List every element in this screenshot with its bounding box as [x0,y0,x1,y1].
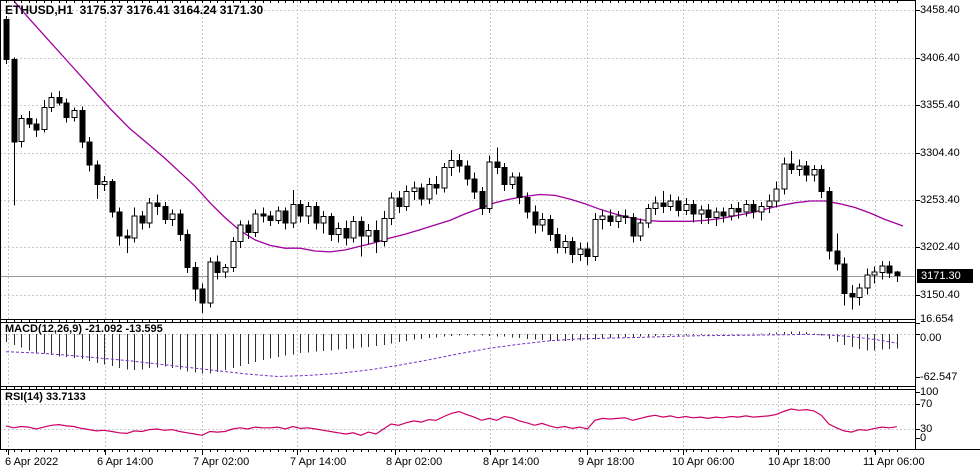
price-axis-label: 3253.40 [920,194,960,206]
candlesticks [3,15,901,313]
bid-price-badge: 3171.30 [917,269,973,283]
macd-axis-label: 16.654 [920,313,954,325]
time-axis-label: 8 Apr 14:00 [483,456,540,468]
macd-indicator-label: MACD(12,26,9) -21.092 -13.595 [5,323,163,335]
rsi-axis-label: 70 [920,398,933,410]
rsi-indicator-label: RSI(14) 33.7133 [5,391,86,403]
time-axis-label: 11 Apr 06:00 [863,456,925,468]
gridlines [0,1,915,449]
price-axis-label: 3202.40 [920,241,960,253]
macd-axis-label: 0.00 [920,332,942,344]
rsi-axis-label: 0 [920,432,927,444]
symbol-ohlc-header: ETHUSD,H1 3175.37 3176.41 3164.24 3171.3… [5,3,264,17]
price-axis-label: 3304.40 [920,147,960,159]
price-axis-label: 3150.40 [920,289,960,301]
rsi-axis-label: 100 [920,386,939,398]
time-axis-label: 9 Apr 18:00 [578,456,635,468]
price-axis-label: 3458.40 [920,4,960,16]
rsi-line [5,408,897,436]
macd-axis-label: -62.547 [920,371,958,383]
price-axis-label: 3406.40 [920,52,960,64]
moving-average-line [13,0,904,253]
time-axis-label: 7 Apr 02:00 [193,456,250,468]
price-axis-label: 3355.40 [920,99,960,111]
time-axis-label: 6 Apr 14:00 [97,456,154,468]
time-axis-label: 7 Apr 14:00 [290,456,347,468]
rsi-axis-label: 30 [920,423,933,435]
time-axis-label: 10 Apr 18:00 [768,456,831,468]
time-axis-label: 10 Apr 06:00 [672,456,735,468]
time-axis-label: 6 Apr 2022 [5,456,59,468]
time-axis-label: 8 Apr 02:00 [386,456,443,468]
panel-borders [0,0,980,455]
macd-signal-line [5,333,897,378]
